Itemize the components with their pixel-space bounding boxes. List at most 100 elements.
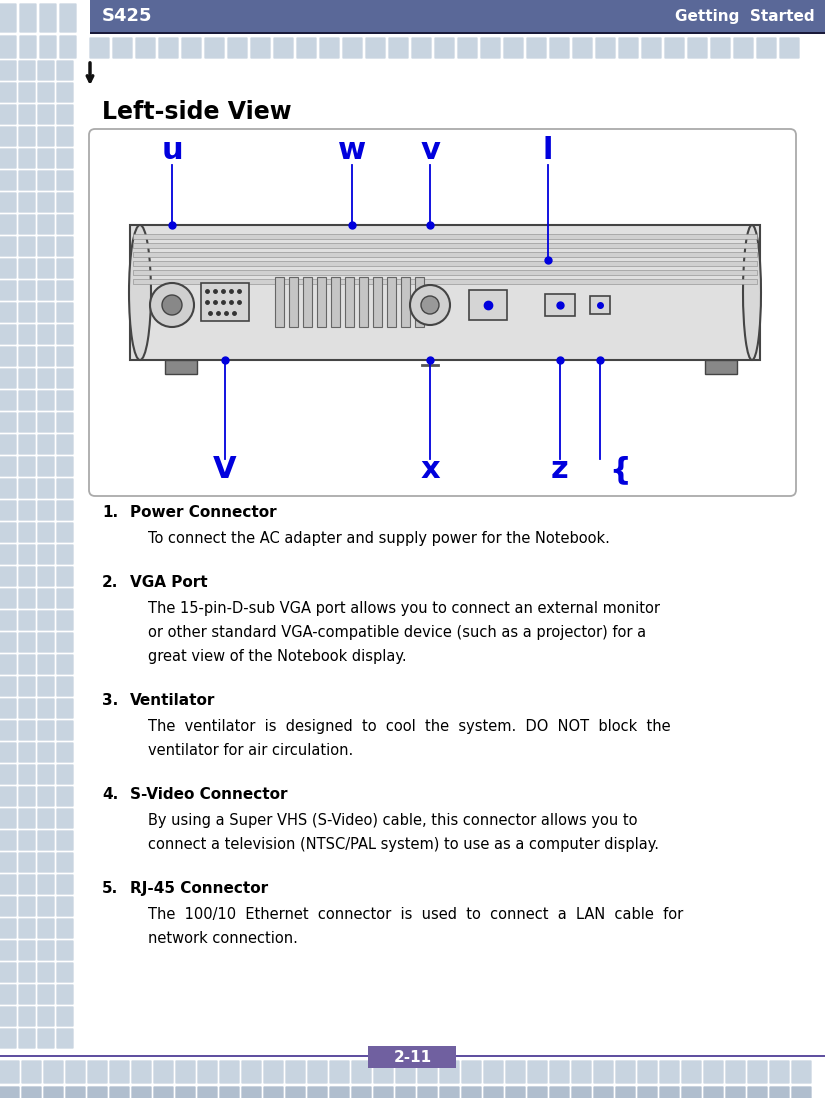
FancyBboxPatch shape [18, 280, 36, 301]
Text: w: w [338, 136, 366, 165]
Bar [130, 225, 760, 360]
FancyBboxPatch shape [18, 236, 36, 257]
FancyBboxPatch shape [18, 720, 36, 741]
FancyBboxPatch shape [0, 808, 17, 829]
Text: connect a television (NTSC/PAL system) to use as a computer display.: connect a television (NTSC/PAL system) t… [148, 837, 659, 852]
Bar [201, 283, 249, 321]
FancyBboxPatch shape [0, 236, 17, 257]
FancyBboxPatch shape [37, 654, 55, 675]
FancyBboxPatch shape [43, 1086, 64, 1098]
FancyBboxPatch shape [641, 37, 662, 59]
FancyBboxPatch shape [263, 1060, 284, 1084]
FancyBboxPatch shape [37, 874, 55, 895]
FancyBboxPatch shape [56, 1028, 74, 1049]
FancyBboxPatch shape [153, 1086, 174, 1098]
FancyBboxPatch shape [19, 35, 37, 59]
FancyBboxPatch shape [219, 1086, 240, 1098]
FancyBboxPatch shape [56, 214, 74, 235]
FancyBboxPatch shape [0, 500, 17, 520]
FancyBboxPatch shape [527, 1060, 548, 1084]
FancyBboxPatch shape [56, 522, 74, 544]
FancyBboxPatch shape [571, 1086, 592, 1098]
FancyBboxPatch shape [131, 1060, 152, 1084]
FancyBboxPatch shape [39, 3, 57, 33]
FancyBboxPatch shape [18, 698, 36, 719]
Bar [368, 1046, 456, 1068]
Text: VGA Port: VGA Port [130, 575, 208, 590]
Text: z: z [551, 455, 569, 484]
FancyBboxPatch shape [37, 589, 55, 609]
FancyBboxPatch shape [0, 434, 17, 455]
FancyBboxPatch shape [18, 654, 36, 675]
Bar [133, 243, 757, 248]
FancyBboxPatch shape [747, 1060, 768, 1084]
FancyBboxPatch shape [56, 544, 74, 565]
FancyBboxPatch shape [37, 698, 55, 719]
FancyBboxPatch shape [56, 676, 74, 697]
FancyBboxPatch shape [56, 258, 74, 279]
FancyBboxPatch shape [0, 918, 17, 939]
Text: network connection.: network connection. [148, 931, 298, 946]
FancyBboxPatch shape [56, 236, 74, 257]
FancyBboxPatch shape [18, 676, 36, 697]
FancyBboxPatch shape [197, 1086, 218, 1098]
FancyBboxPatch shape [56, 456, 74, 477]
FancyBboxPatch shape [18, 148, 36, 169]
FancyBboxPatch shape [549, 1060, 570, 1084]
Bar [133, 270, 757, 274]
FancyBboxPatch shape [505, 1060, 526, 1084]
FancyBboxPatch shape [56, 170, 74, 191]
FancyBboxPatch shape [572, 37, 593, 59]
FancyBboxPatch shape [342, 37, 363, 59]
FancyBboxPatch shape [56, 962, 74, 983]
FancyBboxPatch shape [109, 1060, 130, 1084]
FancyBboxPatch shape [263, 1086, 284, 1098]
FancyBboxPatch shape [37, 676, 55, 697]
FancyBboxPatch shape [37, 82, 55, 103]
Ellipse shape [129, 225, 151, 360]
FancyBboxPatch shape [0, 258, 17, 279]
Bar [275, 277, 284, 327]
FancyBboxPatch shape [0, 896, 17, 917]
FancyBboxPatch shape [659, 1086, 680, 1098]
FancyBboxPatch shape [219, 1060, 240, 1084]
FancyBboxPatch shape [18, 1028, 36, 1049]
Bar [289, 277, 298, 327]
FancyBboxPatch shape [0, 478, 17, 498]
FancyBboxPatch shape [687, 37, 708, 59]
FancyBboxPatch shape [59, 3, 77, 33]
Bar [165, 360, 197, 374]
FancyBboxPatch shape [56, 302, 74, 323]
FancyBboxPatch shape [37, 148, 55, 169]
Bar [0, 1055, 825, 1057]
Text: 2.: 2. [102, 575, 118, 590]
FancyBboxPatch shape [439, 1060, 460, 1084]
FancyBboxPatch shape [373, 1086, 394, 1098]
Text: Ventilator: Ventilator [130, 693, 215, 708]
FancyBboxPatch shape [37, 390, 55, 411]
FancyBboxPatch shape [18, 742, 36, 763]
FancyBboxPatch shape [56, 500, 74, 520]
Circle shape [150, 283, 194, 327]
FancyBboxPatch shape [0, 1028, 17, 1049]
FancyBboxPatch shape [56, 434, 74, 455]
FancyBboxPatch shape [637, 1086, 658, 1098]
FancyBboxPatch shape [18, 786, 36, 807]
FancyBboxPatch shape [56, 918, 74, 939]
Text: 3.: 3. [102, 693, 118, 708]
FancyBboxPatch shape [18, 1006, 36, 1027]
Bar [359, 277, 368, 327]
FancyBboxPatch shape [37, 258, 55, 279]
Bar [133, 261, 757, 266]
FancyBboxPatch shape [37, 368, 55, 389]
FancyBboxPatch shape [18, 478, 36, 498]
FancyBboxPatch shape [285, 1086, 306, 1098]
FancyBboxPatch shape [175, 1086, 196, 1098]
FancyBboxPatch shape [56, 1006, 74, 1027]
FancyBboxPatch shape [417, 1086, 438, 1098]
FancyBboxPatch shape [18, 346, 36, 367]
Ellipse shape [743, 225, 761, 360]
FancyBboxPatch shape [0, 852, 17, 873]
FancyBboxPatch shape [56, 346, 74, 367]
FancyBboxPatch shape [56, 874, 74, 895]
